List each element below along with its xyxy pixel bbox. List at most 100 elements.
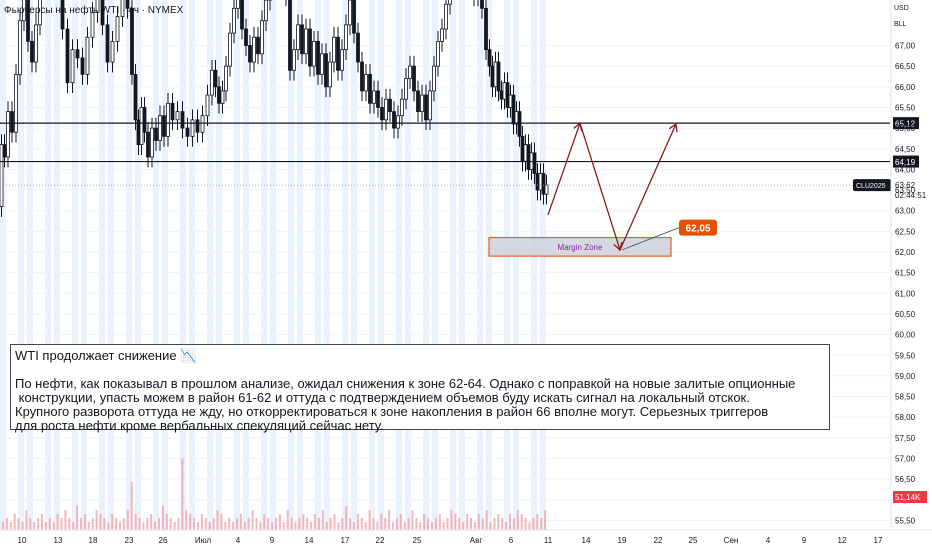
session-band bbox=[324, 0, 330, 530]
candle-body bbox=[400, 98, 404, 117]
candle-body bbox=[440, 28, 444, 42]
y-tick-label: 64,50 bbox=[895, 145, 916, 154]
volume-bar bbox=[278, 514, 281, 530]
y-tick-label: 61,50 bbox=[895, 269, 916, 278]
x-tick-label: 9 bbox=[802, 536, 807, 545]
session-band bbox=[162, 0, 168, 530]
volume-bar bbox=[165, 514, 168, 530]
session-band bbox=[189, 0, 195, 530]
volume-bar bbox=[13, 514, 16, 530]
volume-bar bbox=[64, 510, 67, 530]
y-tick-label: 67,00 bbox=[895, 42, 916, 51]
volume-bar bbox=[200, 514, 203, 530]
candle-body bbox=[185, 127, 190, 137]
volume-bar bbox=[2, 522, 4, 530]
y-tick-label: 60,50 bbox=[895, 310, 916, 319]
grid bbox=[0, 45, 890, 521]
currency-label[interactable]: USD bbox=[894, 5, 909, 12]
y-tick-label: 55,50 bbox=[895, 516, 916, 525]
volume-bar bbox=[169, 518, 172, 530]
candle-body bbox=[376, 90, 380, 108]
volume-bar bbox=[337, 522, 340, 530]
candle-body bbox=[526, 144, 531, 170]
y-tick-label: 64,00 bbox=[895, 165, 916, 174]
candle-body bbox=[224, 65, 228, 92]
symbol-tag bbox=[853, 179, 891, 192]
unit-label[interactable]: BLL bbox=[894, 21, 907, 28]
volume-bar bbox=[236, 518, 238, 530]
volume-bar bbox=[134, 514, 137, 530]
y-tick-label: 56,50 bbox=[895, 475, 916, 484]
x-tick-label: 18 bbox=[89, 536, 98, 545]
volume-bar bbox=[380, 514, 383, 530]
y-tick-label: 59,50 bbox=[895, 351, 916, 360]
volume-bar bbox=[481, 518, 484, 530]
candle-body bbox=[154, 127, 158, 141]
candle-body bbox=[260, 20, 264, 55]
y-tick-label: 65,00 bbox=[895, 124, 916, 133]
session-band bbox=[396, 0, 402, 530]
candle-body bbox=[368, 74, 372, 104]
volume-bar bbox=[524, 518, 527, 530]
volume-bar bbox=[154, 522, 157, 530]
volume-bar bbox=[267, 518, 270, 530]
candle-body bbox=[511, 94, 516, 125]
volume-bar bbox=[60, 518, 63, 530]
volume-bar bbox=[520, 514, 523, 530]
session-band bbox=[288, 0, 294, 530]
volume-bar bbox=[216, 510, 219, 530]
volume-bar bbox=[458, 518, 461, 530]
candle-body bbox=[175, 111, 180, 121]
volume-bar bbox=[501, 518, 504, 530]
session-band bbox=[207, 0, 213, 530]
candle-body bbox=[232, 7, 236, 34]
price-level-label: 64,19 bbox=[895, 158, 916, 167]
candle-body bbox=[412, 65, 416, 92]
volume-bar bbox=[298, 518, 301, 530]
candle-body bbox=[520, 135, 525, 162]
candle-body bbox=[139, 107, 144, 146]
note-title: WTI продолжает снижение 📉 bbox=[15, 348, 197, 363]
volume-bar bbox=[197, 522, 199, 530]
volume-bar bbox=[489, 522, 492, 530]
x-tick-label: 6 bbox=[509, 536, 514, 545]
volume-bar bbox=[228, 518, 231, 530]
volume-bar bbox=[33, 522, 36, 530]
volume-bar bbox=[407, 518, 410, 530]
volume-bar bbox=[181, 458, 184, 530]
volume-bar bbox=[239, 514, 242, 530]
session-band bbox=[270, 0, 276, 530]
session-band bbox=[477, 0, 483, 530]
volume-bar bbox=[333, 514, 336, 530]
candle-body bbox=[14, 74, 18, 133]
volume-bar bbox=[399, 514, 402, 530]
session-band bbox=[180, 0, 186, 530]
x-tick-label: Авг bbox=[470, 536, 483, 545]
volume-bar bbox=[364, 522, 367, 530]
candle-body bbox=[416, 90, 420, 112]
volume-bar bbox=[99, 514, 102, 530]
candle-body bbox=[60, 0, 65, 30]
volume-bar bbox=[243, 522, 246, 530]
candle-body bbox=[320, 53, 324, 75]
volume-bar bbox=[532, 518, 535, 530]
volume-bar bbox=[372, 518, 375, 530]
candle-body bbox=[95, 0, 100, 13]
candle-body bbox=[502, 82, 507, 100]
candle-body bbox=[304, 28, 308, 55]
candle-body bbox=[505, 82, 510, 108]
candle-body bbox=[432, 65, 436, 92]
session-band bbox=[153, 0, 159, 530]
volume-bar bbox=[282, 522, 285, 530]
candle-body bbox=[490, 65, 495, 88]
volume-bar bbox=[126, 510, 129, 530]
volume-bar bbox=[290, 518, 293, 530]
session-band bbox=[216, 0, 222, 530]
session-band bbox=[378, 0, 384, 530]
volume-bar bbox=[345, 506, 348, 530]
candle-body bbox=[65, 28, 70, 84]
session-band bbox=[54, 0, 60, 530]
x-tick-label: 10 bbox=[18, 536, 27, 545]
